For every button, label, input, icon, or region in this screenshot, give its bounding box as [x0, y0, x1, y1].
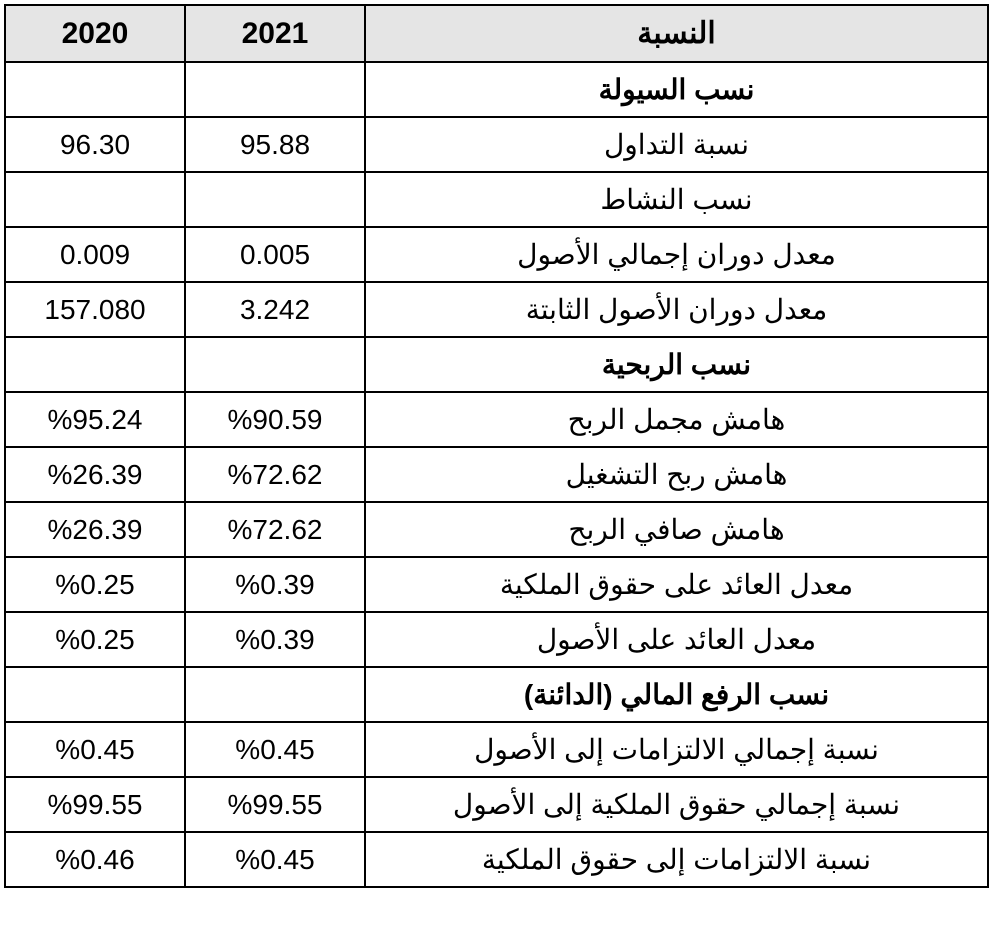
cell-ratio: هامش ربح التشغيل: [365, 447, 988, 502]
section-header: نسب السيولة: [365, 62, 988, 117]
cell-2020: [5, 62, 185, 117]
cell-2020: 0.009: [5, 227, 185, 282]
cell-2020: [5, 667, 185, 722]
cell-2021: 0.005: [185, 227, 365, 282]
table-row: %99.55 %99.55 نسبة إجمالي حقوق الملكية إ…: [5, 777, 988, 832]
cell-2020: %26.39: [5, 447, 185, 502]
cell-ratio: معدل دوران الأصول الثابتة: [365, 282, 988, 337]
cell-2021: %0.39: [185, 557, 365, 612]
cell-ratio: نسبة التداول: [365, 117, 988, 172]
table-header-row: 2020 2021 النسبة: [5, 5, 988, 62]
cell-2021: 3.242: [185, 282, 365, 337]
cell-2020: %95.24: [5, 392, 185, 447]
cell-2021: [185, 667, 365, 722]
cell-2021: [185, 337, 365, 392]
table-row: 0.009 0.005 معدل دوران إجمالي الأصول: [5, 227, 988, 282]
cell-ratio: معدل العائد على حقوق الملكية: [365, 557, 988, 612]
cell-2021: [185, 62, 365, 117]
cell-2021: %0.45: [185, 722, 365, 777]
cell-ratio: نسب النشاط: [365, 172, 988, 227]
table-row: نسب النشاط: [5, 172, 988, 227]
col-header-2020: 2020: [5, 5, 185, 62]
cell-ratio: معدل العائد على الأصول: [365, 612, 988, 667]
cell-ratio: هامش مجمل الربح: [365, 392, 988, 447]
table-row: نسب الربحية: [5, 337, 988, 392]
table-row: 157.080 3.242 معدل دوران الأصول الثابتة: [5, 282, 988, 337]
section-header: نسب الرفع المالي (الدائنة): [365, 667, 988, 722]
cell-ratio: هامش صافي الربح: [365, 502, 988, 557]
cell-2020: %26.39: [5, 502, 185, 557]
table-row: 96.30 95.88 نسبة التداول: [5, 117, 988, 172]
cell-ratio: معدل دوران إجمالي الأصول: [365, 227, 988, 282]
cell-ratio: نسبة الالتزامات إلى حقوق الملكية: [365, 832, 988, 887]
cell-2021: [185, 172, 365, 227]
cell-2020: 157.080: [5, 282, 185, 337]
table-row: %0.45 %0.45 نسبة إجمالي الالتزامات إلى ا…: [5, 722, 988, 777]
table-row: %0.46 %0.45 نسبة الالتزامات إلى حقوق الم…: [5, 832, 988, 887]
cell-2021: %0.39: [185, 612, 365, 667]
table-row: نسب السيولة: [5, 62, 988, 117]
table-row: %26.39 %72.62 هامش ربح التشغيل: [5, 447, 988, 502]
cell-2020: %0.46: [5, 832, 185, 887]
cell-ratio: نسبة إجمالي حقوق الملكية إلى الأصول: [365, 777, 988, 832]
cell-2021: 95.88: [185, 117, 365, 172]
cell-2020: %0.45: [5, 722, 185, 777]
cell-2021: %0.45: [185, 832, 365, 887]
table-row: %0.25 %0.39 معدل العائد على الأصول: [5, 612, 988, 667]
cell-2020: [5, 172, 185, 227]
section-header: نسب الربحية: [365, 337, 988, 392]
cell-2020: [5, 337, 185, 392]
col-header-2021: 2021: [185, 5, 365, 62]
financial-ratios-table: 2020 2021 النسبة نسب السيولة 96.30 95.88…: [4, 4, 989, 888]
col-header-ratio: النسبة: [365, 5, 988, 62]
cell-2021: %72.62: [185, 447, 365, 502]
cell-ratio: نسبة إجمالي الالتزامات إلى الأصول: [365, 722, 988, 777]
cell-2020: 96.30: [5, 117, 185, 172]
cell-2020: %99.55: [5, 777, 185, 832]
cell-2021: %99.55: [185, 777, 365, 832]
table-body: نسب السيولة 96.30 95.88 نسبة التداول نسب…: [5, 62, 988, 887]
cell-2021: %90.59: [185, 392, 365, 447]
table-row: %95.24 %90.59 هامش مجمل الربح: [5, 392, 988, 447]
table-row: نسب الرفع المالي (الدائنة): [5, 667, 988, 722]
cell-2021: %72.62: [185, 502, 365, 557]
cell-2020: %0.25: [5, 612, 185, 667]
table-row: %0.25 %0.39 معدل العائد على حقوق الملكية: [5, 557, 988, 612]
cell-2020: %0.25: [5, 557, 185, 612]
table-row: %26.39 %72.62 هامش صافي الربح: [5, 502, 988, 557]
